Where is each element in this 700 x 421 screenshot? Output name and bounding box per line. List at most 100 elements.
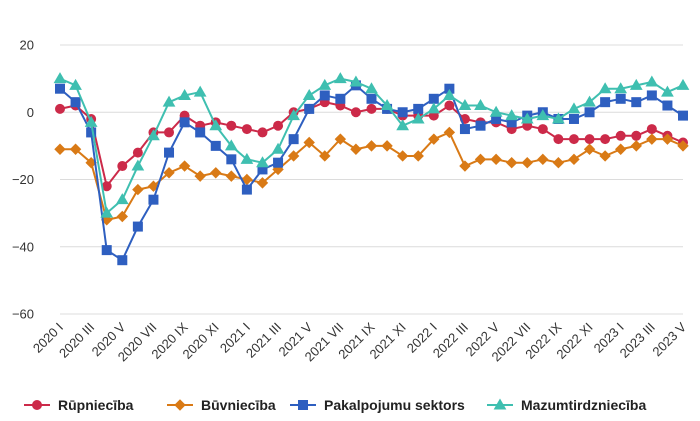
data-point bbox=[397, 107, 408, 118]
legend-label: Mazumtirdzniecība bbox=[521, 397, 646, 413]
data-point bbox=[396, 150, 409, 162]
data-point bbox=[537, 124, 548, 135]
legend-marker bbox=[493, 398, 507, 410]
data-point bbox=[662, 100, 673, 111]
data-point bbox=[520, 112, 534, 124]
legend-marker bbox=[174, 399, 186, 411]
data-point bbox=[210, 167, 222, 179]
series-pakalpojumu-sektors bbox=[55, 80, 688, 266]
data-point bbox=[427, 102, 441, 114]
x-tick-label: 2020 III bbox=[56, 320, 97, 361]
data-point bbox=[396, 119, 410, 131]
data-point bbox=[521, 156, 533, 169]
data-point bbox=[132, 147, 143, 158]
data-point bbox=[256, 156, 269, 168]
data-point bbox=[55, 103, 65, 114]
data-point bbox=[164, 147, 175, 158]
y-tick-label: 0 bbox=[27, 105, 34, 120]
data-point bbox=[365, 140, 378, 152]
data-point bbox=[677, 140, 689, 152]
data-point bbox=[490, 153, 502, 166]
legend-label: Būvniecība bbox=[201, 397, 276, 413]
data-point bbox=[474, 99, 487, 111]
legend-item-mazumtirdznieciba: Mazumtirdzniecība bbox=[487, 397, 646, 413]
data-point bbox=[537, 153, 549, 166]
data-point bbox=[195, 127, 206, 138]
data-point bbox=[646, 133, 658, 145]
series-layer bbox=[53, 72, 690, 266]
data-point bbox=[256, 177, 269, 189]
data-point bbox=[505, 156, 518, 169]
data-point bbox=[584, 107, 595, 118]
data-point bbox=[164, 127, 175, 138]
data-point bbox=[489, 105, 503, 117]
data-point bbox=[631, 97, 642, 108]
data-point bbox=[598, 82, 612, 94]
data-point bbox=[614, 82, 628, 94]
data-point bbox=[101, 245, 112, 256]
data-point bbox=[271, 142, 285, 154]
data-point bbox=[630, 140, 642, 152]
x-tick-label: 2023 III bbox=[617, 320, 658, 361]
data-point bbox=[584, 134, 595, 145]
data-point bbox=[567, 102, 581, 114]
data-point bbox=[241, 184, 252, 195]
data-point bbox=[583, 143, 596, 155]
legend: Rūpniecība Būvniecība Pakalpojumu sektors M… bbox=[24, 397, 646, 413]
data-point bbox=[443, 88, 456, 100]
data-point bbox=[428, 93, 439, 104]
data-point bbox=[615, 130, 626, 141]
data-point bbox=[676, 78, 690, 90]
data-point bbox=[350, 143, 362, 155]
data-point bbox=[163, 167, 175, 179]
data-point bbox=[645, 75, 659, 87]
y-tick-label: −20 bbox=[12, 172, 34, 187]
legend-marker bbox=[32, 400, 42, 410]
data-point bbox=[240, 152, 254, 164]
data-point bbox=[70, 97, 81, 108]
y-tick-label: −60 bbox=[12, 307, 34, 322]
data-point bbox=[147, 129, 160, 141]
data-point bbox=[273, 120, 284, 131]
data-point bbox=[599, 150, 611, 162]
data-point bbox=[210, 140, 221, 151]
data-point bbox=[631, 130, 642, 141]
data-point bbox=[475, 120, 486, 131]
data-point bbox=[444, 100, 455, 111]
data-point bbox=[553, 134, 564, 145]
data-point bbox=[349, 75, 363, 87]
data-point bbox=[116, 210, 129, 223]
data-point bbox=[380, 99, 394, 111]
data-point bbox=[318, 78, 332, 90]
data-point bbox=[333, 72, 347, 84]
data-point bbox=[366, 93, 377, 104]
data-point bbox=[319, 90, 330, 101]
legend-marker bbox=[298, 400, 308, 410]
data-point bbox=[568, 113, 579, 124]
data-point bbox=[131, 159, 145, 171]
data-point bbox=[148, 194, 159, 205]
data-point bbox=[412, 150, 424, 162]
data-point bbox=[678, 110, 688, 121]
data-point bbox=[661, 85, 674, 97]
data-point bbox=[583, 95, 596, 107]
data-point bbox=[257, 127, 268, 138]
data-point bbox=[224, 139, 238, 151]
data-point bbox=[193, 85, 207, 97]
data-point bbox=[226, 120, 237, 131]
data-point bbox=[568, 153, 580, 166]
data-point bbox=[241, 124, 252, 135]
data-point bbox=[100, 206, 114, 218]
data-point bbox=[147, 180, 160, 192]
legend-item-rupnieciba: Rūpniecība bbox=[24, 397, 134, 413]
data-point bbox=[381, 140, 393, 152]
data-point bbox=[288, 134, 299, 145]
series-mazumtirdznieciba bbox=[53, 72, 690, 218]
data-point bbox=[646, 124, 657, 135]
data-point bbox=[178, 160, 191, 172]
data-point bbox=[273, 157, 284, 168]
y-tick-label: −40 bbox=[12, 239, 34, 254]
